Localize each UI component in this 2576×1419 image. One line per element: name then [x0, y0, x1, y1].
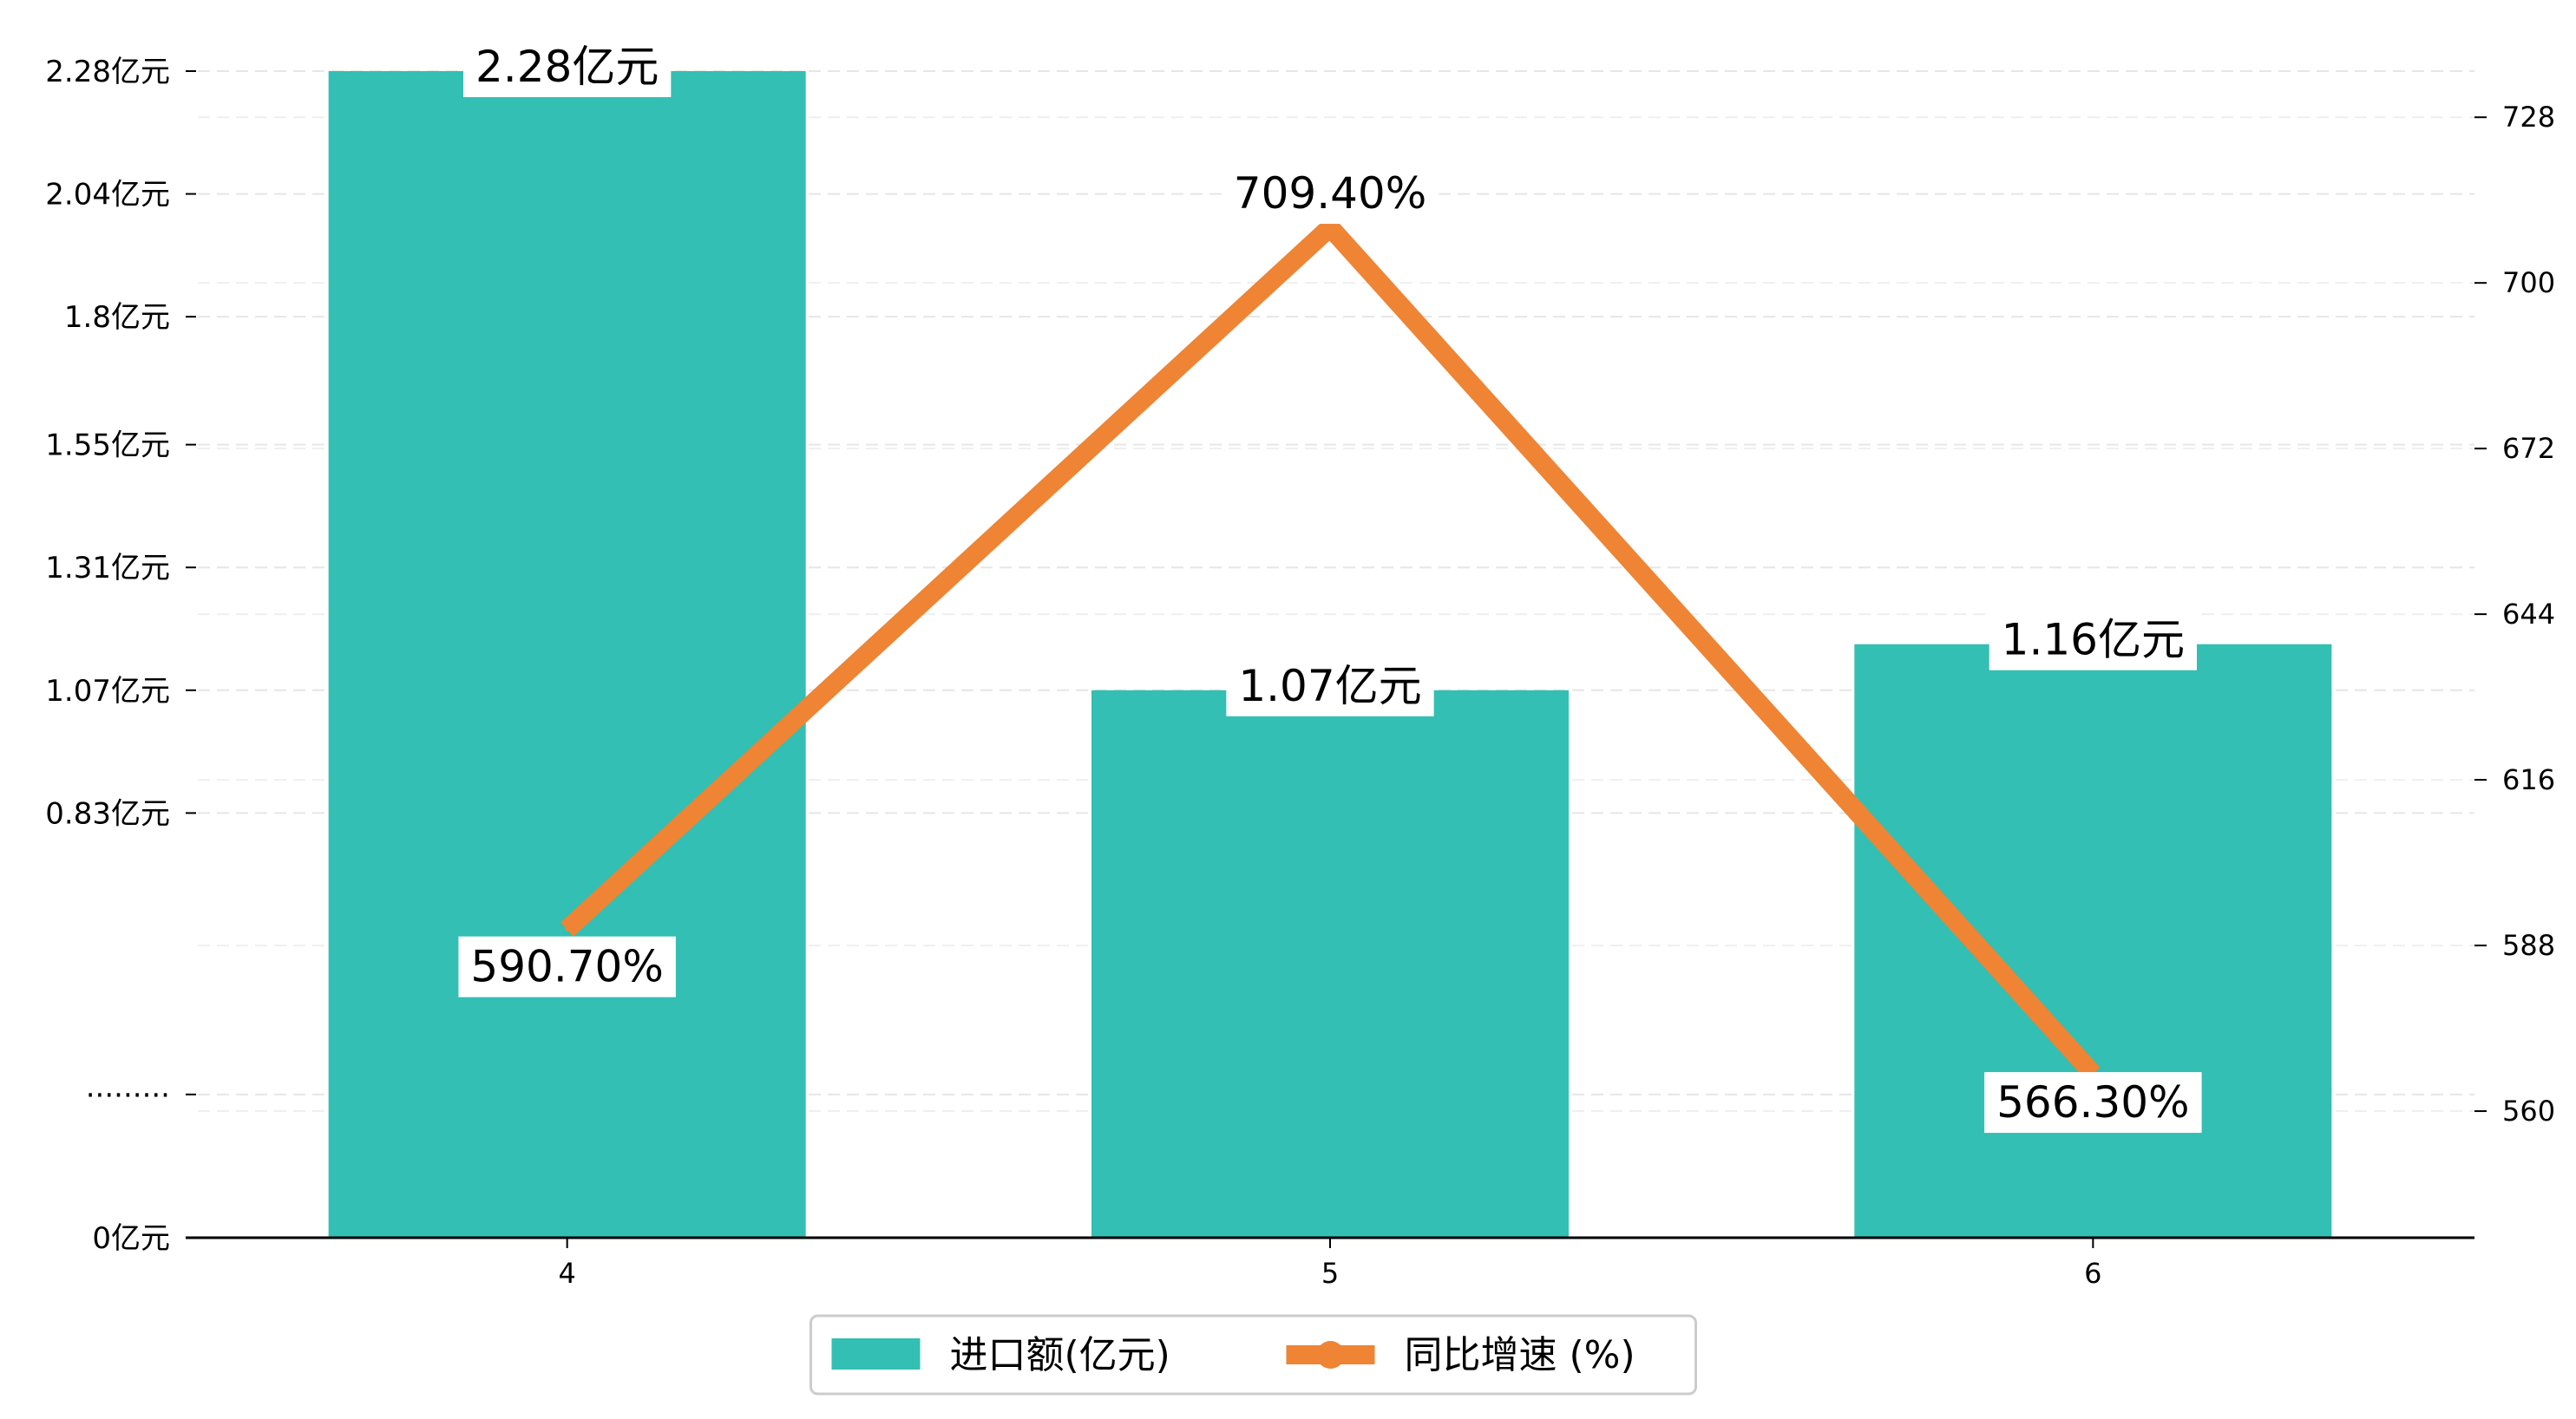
left-tick-label-6: 1.8亿元: [64, 300, 170, 335]
right-tick-label-588: 588: [2502, 929, 2555, 962]
right-tick-label-560: 560: [2502, 1095, 2555, 1128]
line-value-label-4-group: 590.70%: [458, 936, 676, 997]
line-value-label-6-bg: [1984, 1072, 2202, 1134]
line-value-label-4: 590.70%: [470, 942, 663, 992]
right-tick-label-616: 616: [2502, 763, 2555, 796]
legend-label-line: 同比增速 (%): [1405, 1333, 1635, 1377]
left-tick-label-7: 2.04亿元: [45, 178, 170, 213]
legend-swatch-marker: [1316, 1341, 1345, 1369]
legend-swatch-bar: [831, 1338, 921, 1370]
left-tick-label-3: 1.07亿元: [45, 674, 170, 709]
bar-series: [328, 71, 2332, 1238]
line-value-label-4-bg: [458, 936, 676, 997]
left-tick-label-1: ·········: [86, 1078, 170, 1113]
bar-value-label-5-bg: [1226, 655, 1434, 716]
line-point-5: [1328, 226, 1332, 230]
line-value-label-6: 566.30%: [1996, 1077, 2189, 1128]
left-tick-label-8: 2.28亿元: [45, 55, 170, 89]
bar-value-label-4-bg: [463, 36, 672, 97]
bar-value-label-6: 1.16亿元: [2002, 615, 2185, 665]
left-tick-label-0: 0亿元: [92, 1221, 170, 1256]
left-tick-label-4: 1.31亿元: [45, 551, 170, 585]
line-value-label-6-group: 566.30%: [1984, 1072, 2202, 1134]
data-labels: 2.28亿元 1.07亿元 1.16亿元 590.70% 709.40% 566.30%: [458, 36, 2202, 1134]
bar-4: [328, 71, 806, 1238]
right-tick-label-700: 700: [2502, 266, 2555, 299]
line-value-label-5-group: 709.40%: [1221, 163, 1439, 225]
right-tick-label-728: 728: [2502, 101, 2555, 134]
line-value-label-5-bg: [1221, 163, 1439, 225]
right-tick-label-672: 672: [2502, 432, 2555, 465]
bar-value-label-6-bg: [1989, 609, 2197, 670]
legend: 进口额(亿元) 同比增速 (%): [810, 1314, 1697, 1396]
x-tick-label-5: 5: [1321, 1257, 1339, 1290]
line-point-4: [565, 927, 569, 932]
bar-value-label-5: 1.07亿元: [1238, 661, 1421, 711]
axes: 4 5 6 0亿元 ········· 0.83亿元 1.07亿元 1.31亿元 1.55亿元 1…: [45, 55, 2555, 1290]
right-tick-label-644: 644: [2502, 598, 2555, 631]
left-tick-label-5: 1.55亿元: [45, 428, 170, 463]
x-tick-label-4: 4: [558, 1257, 575, 1290]
bar-5: [1091, 690, 1569, 1238]
bar-value-label-5-group: 1.07亿元: [1226, 655, 1434, 716]
bar-value-label-6-group: 1.16亿元: [1989, 609, 2197, 670]
line-value-label-5: 709.40%: [1234, 168, 1426, 219]
bar-value-label-4-group: 2.28亿元: [463, 36, 672, 97]
left-tick-label-2: 0.83亿元: [45, 796, 170, 831]
bar-value-label-4: 2.28亿元: [475, 42, 659, 92]
x-tick-label-6: 6: [2084, 1257, 2101, 1290]
legend-label-bar: 进口额(亿元): [950, 1333, 1170, 1377]
legend-box: [810, 1314, 1697, 1396]
bar-6: [1854, 644, 2332, 1238]
